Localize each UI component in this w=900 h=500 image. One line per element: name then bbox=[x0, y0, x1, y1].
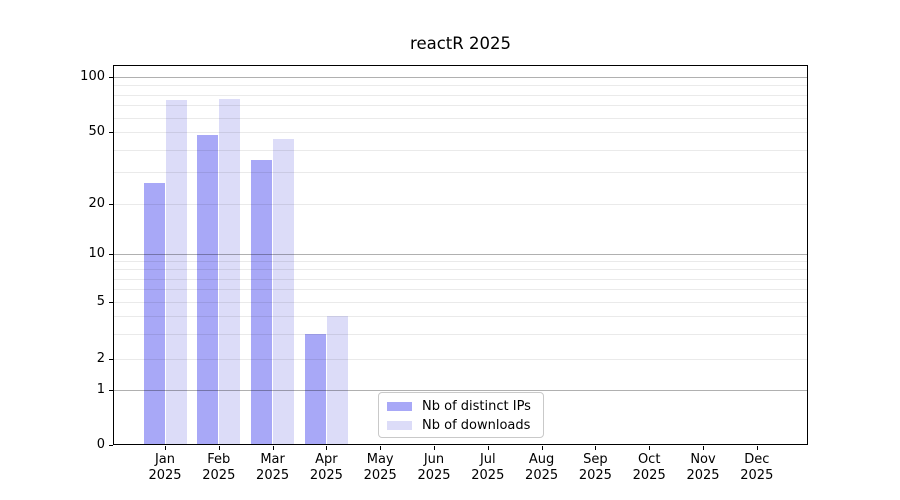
y-tick bbox=[109, 445, 113, 446]
legend-item-downloads: Nb of downloads bbox=[379, 416, 543, 435]
y-tick-label: 5 bbox=[96, 294, 105, 309]
x-tick-year-label: 2025 bbox=[417, 468, 451, 483]
x-tick bbox=[703, 446, 704, 450]
bar-downloads-mar bbox=[273, 138, 295, 445]
legend-swatch-ips bbox=[387, 402, 412, 411]
gridline-minor bbox=[114, 85, 807, 86]
x-tick-year-label: 2025 bbox=[309, 468, 343, 483]
y-tick bbox=[109, 359, 113, 360]
bar-ips-apr bbox=[304, 333, 326, 445]
x-tick bbox=[218, 446, 220, 450]
x-tick bbox=[380, 446, 382, 450]
x-tick-label: Jun 2025 bbox=[407, 452, 461, 484]
x-tick-label: May 2025 bbox=[353, 452, 407, 484]
x-tick-label: Jan 2025 bbox=[138, 452, 192, 484]
x-tick-label: Nov 2025 bbox=[676, 452, 730, 484]
x-tick-year-label: 2025 bbox=[740, 468, 774, 483]
gridline-major bbox=[114, 390, 807, 391]
gridline-minor bbox=[114, 105, 807, 106]
gridline-minor bbox=[114, 269, 807, 270]
x-tick bbox=[326, 446, 328, 450]
bar-downloads-jan bbox=[165, 99, 187, 445]
x-tick bbox=[595, 446, 597, 450]
bar-ips-feb bbox=[197, 135, 219, 445]
y-tick bbox=[109, 204, 113, 205]
x-tick-year-label: 2025 bbox=[578, 468, 612, 483]
x-tick bbox=[434, 446, 435, 450]
gridline-minor bbox=[114, 334, 807, 335]
legend-label-distinct-ips: Nb of distinct IPs bbox=[422, 399, 531, 414]
x-tick-year-label: 2025 bbox=[471, 468, 505, 483]
gridline-minor bbox=[114, 132, 807, 133]
x-tick-label: Mar 2025 bbox=[246, 452, 300, 484]
y-tick-label: 1 bbox=[96, 382, 105, 397]
x-tick-label: Oct 2025 bbox=[622, 452, 676, 484]
y-tick-label: 10 bbox=[88, 246, 105, 261]
x-tick bbox=[487, 446, 489, 450]
x-tick-year-label: 2025 bbox=[632, 468, 666, 483]
x-tick bbox=[272, 446, 274, 450]
gridline-minor bbox=[114, 95, 807, 96]
y-tick bbox=[109, 254, 113, 255]
y-tick-label: 100 bbox=[80, 69, 105, 84]
x-tick-year-label: 2025 bbox=[148, 468, 182, 483]
x-tick-year-label: 2025 bbox=[256, 468, 290, 483]
x-tick-year-label: 2025 bbox=[525, 468, 559, 483]
gridline-minor bbox=[114, 289, 807, 290]
gridline-minor bbox=[114, 118, 807, 119]
x-tick bbox=[165, 446, 166, 450]
legend: Nb of distinct IPs Nb of downloads bbox=[378, 392, 544, 438]
y-tick-label: 2 bbox=[96, 351, 105, 366]
x-tick-label: Apr 2025 bbox=[299, 452, 353, 484]
x-tick-year-label: 2025 bbox=[363, 468, 397, 483]
y-tick-label: 50 bbox=[88, 124, 105, 139]
y-tick bbox=[109, 390, 113, 391]
y-tick bbox=[109, 132, 113, 133]
bar-downloads-feb bbox=[219, 98, 241, 445]
gridline-minor bbox=[114, 150, 807, 151]
y-tick-label: 0 bbox=[96, 437, 105, 452]
gridline-minor bbox=[114, 204, 807, 205]
x-tick-label: Dec 2025 bbox=[730, 452, 784, 484]
x-tick-year-label: 2025 bbox=[686, 468, 720, 483]
y-tick bbox=[109, 77, 113, 78]
legend-item-distinct-ips: Nb of distinct IPs bbox=[379, 397, 543, 416]
gridline-minor bbox=[114, 302, 807, 303]
x-tick-label: Aug 2025 bbox=[515, 452, 569, 484]
x-tick bbox=[649, 446, 651, 450]
gridline-minor bbox=[114, 316, 807, 317]
y-tick-label: 20 bbox=[88, 196, 105, 211]
x-tick-label: Sep 2025 bbox=[568, 452, 622, 484]
x-tick-label: Jul 2025 bbox=[461, 452, 515, 484]
gridline-minor bbox=[114, 279, 807, 280]
x-tick bbox=[541, 446, 543, 450]
chart-title: reactR 2025 bbox=[410, 34, 511, 53]
gridline-minor bbox=[114, 261, 807, 262]
x-tick bbox=[756, 446, 758, 450]
gridline-major bbox=[114, 254, 807, 255]
bar-ips-jan bbox=[143, 183, 165, 445]
x-tick-label: Feb 2025 bbox=[192, 452, 246, 484]
gridline-minor bbox=[114, 359, 807, 360]
gridline-minor bbox=[114, 172, 807, 173]
y-tick bbox=[109, 302, 113, 303]
bar-downloads-apr bbox=[326, 315, 348, 445]
gridline-major bbox=[114, 77, 807, 78]
legend-label-downloads: Nb of downloads bbox=[422, 418, 531, 433]
x-tick-year-label: 2025 bbox=[202, 468, 236, 483]
legend-swatch-downloads bbox=[387, 421, 412, 430]
